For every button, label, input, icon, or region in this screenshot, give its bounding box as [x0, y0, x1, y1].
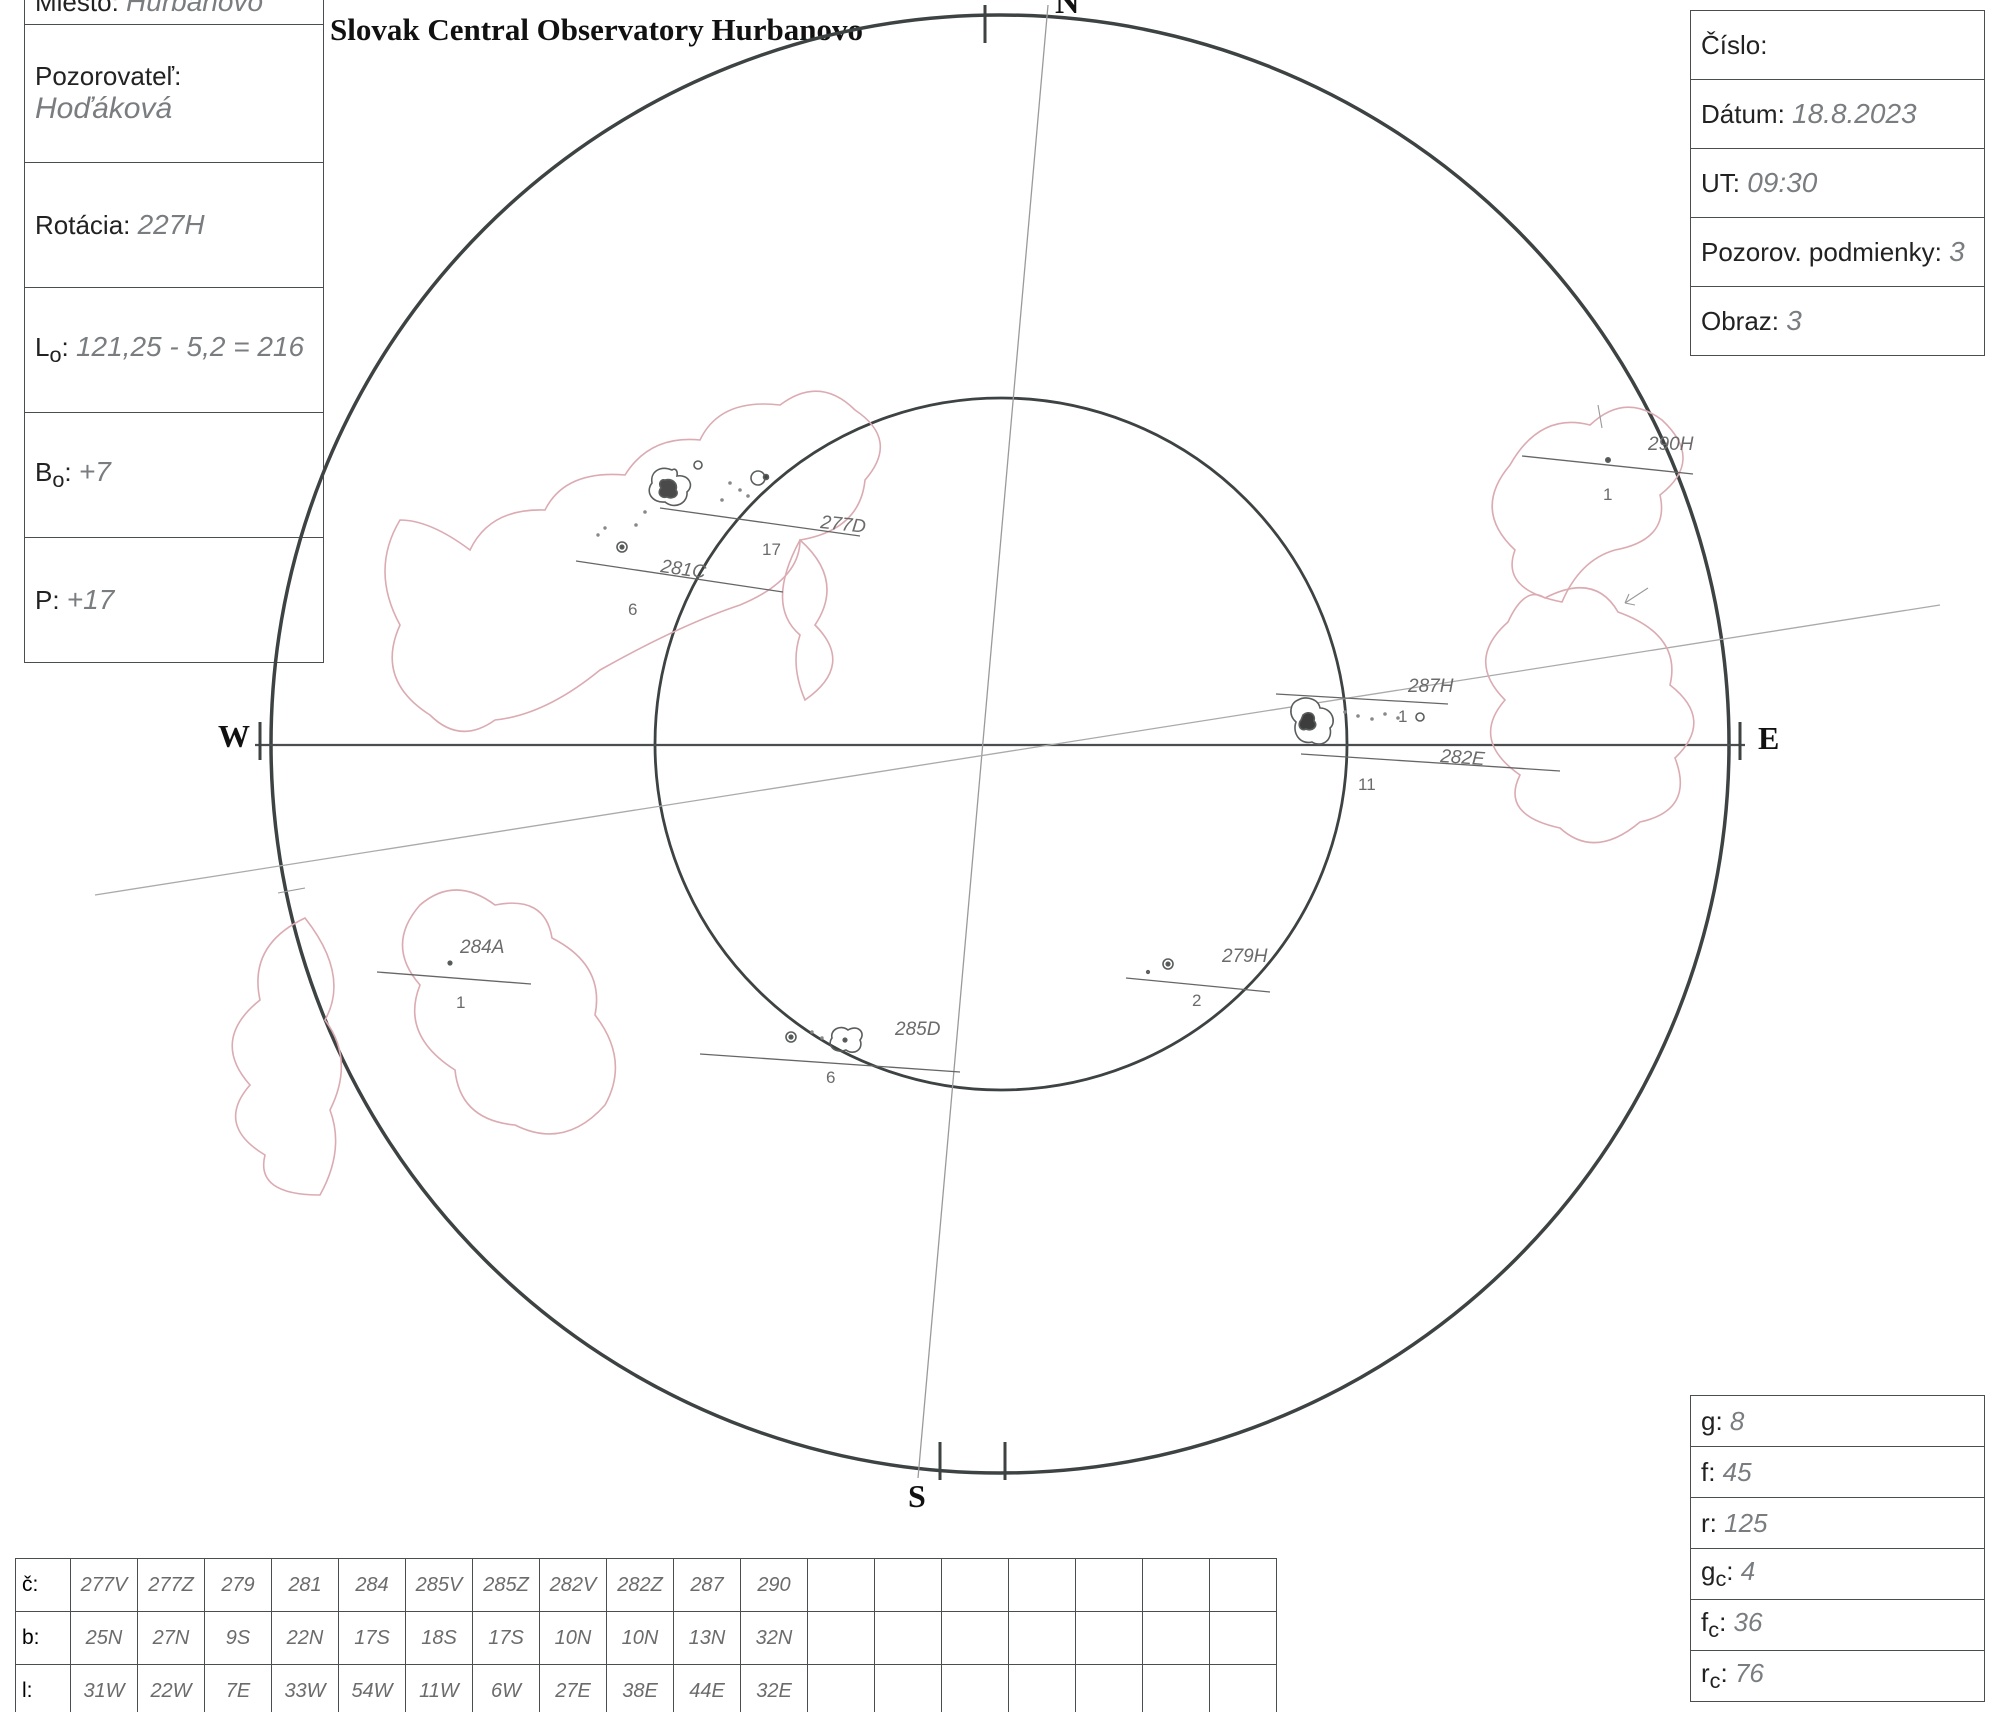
svg-text:284A: 284A — [459, 937, 504, 958]
svg-text:277D: 277D — [818, 512, 867, 538]
svg-text:1: 1 — [456, 993, 465, 1012]
svg-text:290H: 290H — [1647, 434, 1694, 455]
svg-text:11: 11 — [1358, 775, 1376, 794]
svg-text:17: 17 — [762, 540, 781, 559]
svg-text:6: 6 — [628, 600, 637, 619]
svg-text:1: 1 — [1398, 707, 1407, 726]
svg-text:281C: 281C — [658, 556, 707, 583]
svg-text:285D: 285D — [894, 1019, 941, 1040]
svg-text:282E: 282E — [1439, 746, 1486, 770]
svg-text:279H: 279H — [1221, 946, 1268, 967]
svg-text:287H: 287H — [1407, 676, 1454, 697]
svg-text:2: 2 — [1192, 991, 1201, 1010]
svg-text:6: 6 — [826, 1068, 835, 1087]
svg-text:1: 1 — [1603, 485, 1612, 504]
